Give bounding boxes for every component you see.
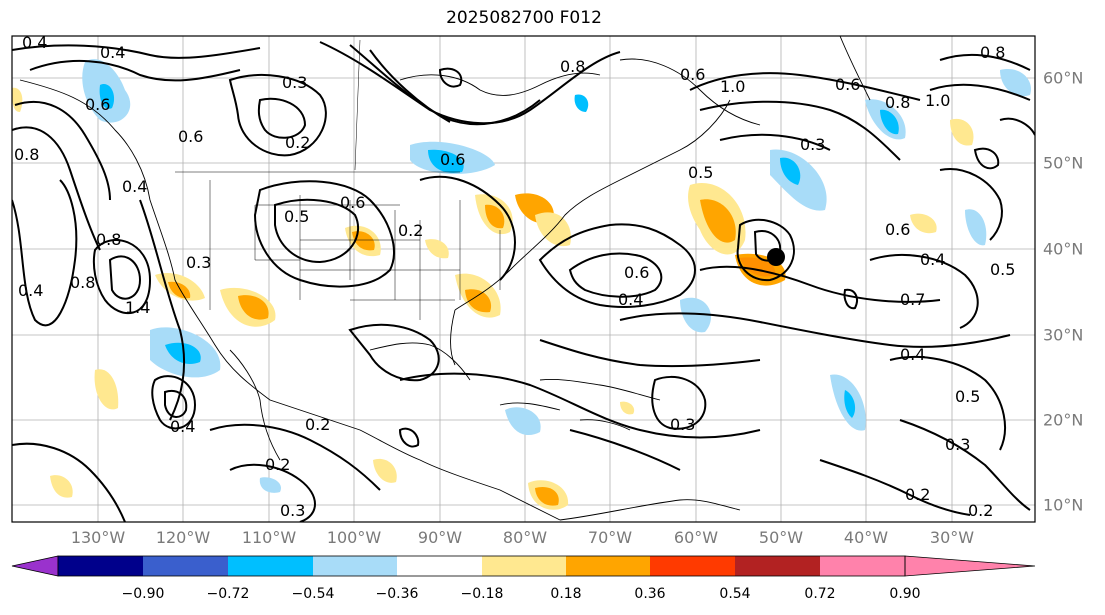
contour-label: 0.4 xyxy=(100,43,125,62)
lat-label: 40°N xyxy=(1043,239,1084,259)
contour-label: 0.8 xyxy=(560,57,585,76)
lon-label: 40°W xyxy=(843,528,889,547)
contour-label: 0.4 xyxy=(900,345,925,364)
colorbar-tick-label: −0.18 xyxy=(460,586,504,602)
lon-label: 60°W xyxy=(673,528,719,547)
lon-label: 120°W xyxy=(155,528,211,547)
lon-label: 100°W xyxy=(326,528,382,547)
contour-label: 0.4 xyxy=(170,417,195,436)
lon-label: 80°W xyxy=(502,528,548,547)
lon-label: 90°W xyxy=(417,528,463,547)
colorbar-tick-label: −0.90 xyxy=(121,586,165,602)
contour-label: 0.4 xyxy=(22,33,47,52)
contour-label: 0.2 xyxy=(265,455,290,474)
contour-label: 0.3 xyxy=(282,73,307,92)
contour-label: 0.2 xyxy=(905,485,930,504)
contour-label: 0.2 xyxy=(398,221,423,240)
contour-label-group: 0.4 0.4 0.3 0.6 0.2 0.8 0.6 0.6 0.4 0.5 … xyxy=(14,33,1015,520)
colorbar-bin xyxy=(313,556,397,576)
colorbar-tick-label: 0.72 xyxy=(804,586,836,602)
graticule xyxy=(12,36,1035,522)
contour-label: 0.8 xyxy=(70,273,95,292)
contour-label: 0.3 xyxy=(945,435,970,454)
contour-label: 0.2 xyxy=(285,133,310,152)
colorbar-tick-label: 0.54 xyxy=(719,586,751,602)
lat-label: 10°N xyxy=(1043,495,1084,515)
contour-label: 0.6 xyxy=(624,263,649,282)
map-title: 2025082700 F012 xyxy=(446,8,602,28)
contour-label: 0.6 xyxy=(85,95,110,114)
contour-label: 0.6 xyxy=(835,75,860,94)
lat-label: 60°N xyxy=(1043,68,1084,88)
contour-label: 0.5 xyxy=(688,163,713,182)
contour-label: 0.4 xyxy=(122,177,147,196)
colorbar-tick-label: 0.90 xyxy=(889,586,921,602)
contour-label: 0.6 xyxy=(680,65,705,84)
contour-label: 0.4 xyxy=(18,281,43,300)
colorbar-bin xyxy=(820,556,905,576)
contour-label: 0.4 xyxy=(920,250,945,269)
contour-label: 0.5 xyxy=(284,207,309,226)
contour-label: 0.2 xyxy=(305,415,330,434)
contour-label: 0.6 xyxy=(440,150,465,169)
map-frame xyxy=(11,35,1036,523)
colorbar-tick-label: −0.72 xyxy=(206,586,250,602)
contour-label: 1.0 xyxy=(720,77,745,96)
contour-label: 1.0 xyxy=(925,91,950,110)
contour-label: 0.3 xyxy=(280,501,305,520)
negative-anomaly-shading xyxy=(82,59,1031,493)
coastlines xyxy=(19,36,871,521)
colorbar-bin xyxy=(650,556,735,576)
contour-label: 0.6 xyxy=(340,193,365,212)
contour-lines xyxy=(12,41,1035,522)
lat-label: 20°N xyxy=(1043,410,1084,430)
colorbar-bin xyxy=(397,556,482,576)
colorbar-bin xyxy=(735,556,820,576)
contour-label: 1.4 xyxy=(125,298,150,317)
contour-label: 0.8 xyxy=(96,230,121,249)
colorbar xyxy=(11,555,1036,577)
colorbar-bin xyxy=(482,556,566,576)
colorbar-max-arrow xyxy=(904,555,1036,577)
colorbar-tick-label: 0.36 xyxy=(634,586,666,602)
colorbar-tick-label: −0.36 xyxy=(375,586,419,602)
colorbar-min-arrow xyxy=(11,555,59,577)
colorbar-bin xyxy=(58,556,143,576)
contour-label: 0.8 xyxy=(14,145,39,164)
lon-label: 110°W xyxy=(241,528,297,547)
storm-center-marker xyxy=(767,248,785,266)
contour-label: 0.5 xyxy=(955,387,980,406)
contour-label: 0.2 xyxy=(968,501,993,520)
lon-label: 30°W xyxy=(929,528,975,547)
contour-label: 0.8 xyxy=(885,93,910,112)
lat-label: 50°N xyxy=(1043,153,1084,173)
contour-label: 0.6 xyxy=(178,127,203,146)
lon-label: 130°W xyxy=(70,528,126,547)
lat-label: 30°N xyxy=(1043,325,1084,345)
contour-label: 0.4 xyxy=(618,290,643,309)
contour-label: 0.7 xyxy=(900,290,925,309)
colorbar-bin xyxy=(566,556,650,576)
contour-label: 0.3 xyxy=(670,415,695,434)
state-borders xyxy=(175,39,501,320)
lon-label: 50°W xyxy=(758,528,804,547)
contour-label: 0.3 xyxy=(186,253,211,272)
colorbar-bin xyxy=(228,556,313,576)
contour-label: 0.6 xyxy=(885,220,910,239)
contour-label: 0.8 xyxy=(980,43,1005,62)
colorbar-bin xyxy=(143,556,228,576)
colorbar-tick-label: −0.54 xyxy=(291,586,335,602)
lon-label: 70°W xyxy=(587,528,633,547)
colorbar-tick-label: 0.18 xyxy=(550,586,582,602)
contour-label: 0.3 xyxy=(800,135,825,154)
contour-label: 0.5 xyxy=(990,260,1015,279)
